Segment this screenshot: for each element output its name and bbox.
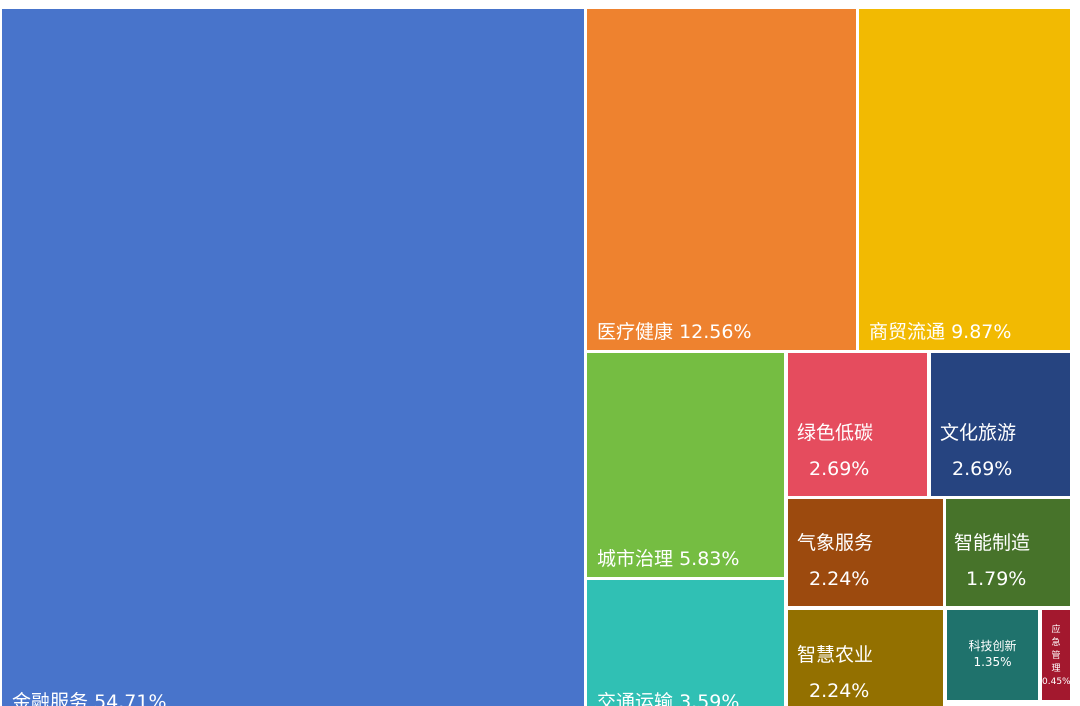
treemap-cell: 交通运输 3.59% (587, 580, 784, 706)
treemap-cell: 城市治理 5.83% (587, 353, 784, 577)
cell-name: 绿色低碳 (797, 422, 874, 444)
cell-label: 科技创新 1.35% (947, 638, 1038, 670)
treemap-cell: 文化旅游 2.69% (931, 353, 1070, 496)
cell-name: 城市治理 (597, 548, 674, 570)
treemap-cell: 应急管理 0.45% (1042, 610, 1070, 700)
cell-label: 应急管理 0.45% (1042, 624, 1070, 689)
cell-label: 金融服务 54.71% (12, 687, 167, 706)
cell-value-label: 54.71% (94, 691, 167, 706)
cell-label: 文化旅游 2.69% (940, 415, 1016, 487)
cell-label: 商贸流通 9.87% (869, 317, 1011, 344)
treemap-cell: 商贸流通 9.87% (859, 9, 1070, 350)
cell-label: 交通运输 3.59% (597, 687, 739, 706)
cell-name: 金融服务 (12, 691, 89, 706)
cell-value-label: 5.83% (679, 548, 740, 570)
cell-label: 绿色低碳 2.69% (797, 415, 873, 487)
cell-label: 智慧农业 2.24% (797, 637, 873, 706)
cell-value-label: 1.35% (973, 655, 1012, 669)
treemap-cell: 智慧农业 2.24% (788, 610, 943, 706)
cell-value-label: 2.69% (952, 458, 1013, 480)
cell-label: 医疗健康 12.56% (597, 317, 752, 344)
cell-label: 智能制造 1.79% (954, 525, 1030, 597)
cell-value-label: 2.24% (809, 568, 870, 590)
cell-value-label: 1.79% (966, 568, 1027, 590)
treemap-cell: 智能制造 1.79% (946, 499, 1070, 606)
cell-name: 文化旅游 (940, 422, 1017, 444)
cell-name: 应急管理 (1051, 625, 1061, 674)
cell-label: 气象服务 2.24% (797, 525, 873, 597)
cell-label: 城市治理 5.83% (597, 544, 739, 571)
cell-value-label: 9.87% (951, 321, 1012, 343)
cell-value-label: 0.45% (1042, 677, 1070, 687)
cell-name: 气象服务 (797, 532, 874, 554)
cell-value-label: 3.59% (679, 691, 740, 706)
treemap-cell: 气象服务 2.24% (788, 499, 943, 606)
treemap-cell: 金融服务 54.71% (2, 9, 584, 706)
cell-name: 商贸流通 (869, 321, 946, 343)
cell-name: 科技创新 (968, 639, 1017, 653)
cell-name: 交通运输 (597, 691, 674, 706)
cell-value-label: 2.69% (809, 458, 870, 480)
cell-name: 智能制造 (954, 532, 1031, 554)
treemap-cell: 绿色低碳 2.69% (788, 353, 927, 496)
cell-value-label: 12.56% (679, 321, 752, 343)
treemap-cell: 科技创新 1.35% (947, 610, 1038, 700)
cell-value-label: 2.24% (809, 680, 870, 702)
cell-name: 医疗健康 (597, 321, 674, 343)
treemap-cell: 医疗健康 12.56% (587, 9, 856, 350)
cell-name: 智慧农业 (797, 644, 874, 666)
